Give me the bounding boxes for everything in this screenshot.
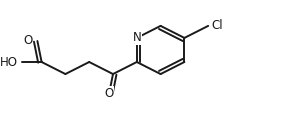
Text: Cl: Cl bbox=[212, 19, 223, 32]
Text: HO: HO bbox=[0, 55, 18, 69]
Text: O: O bbox=[104, 87, 113, 100]
Text: N: N bbox=[132, 31, 141, 44]
Text: O: O bbox=[23, 35, 32, 47]
